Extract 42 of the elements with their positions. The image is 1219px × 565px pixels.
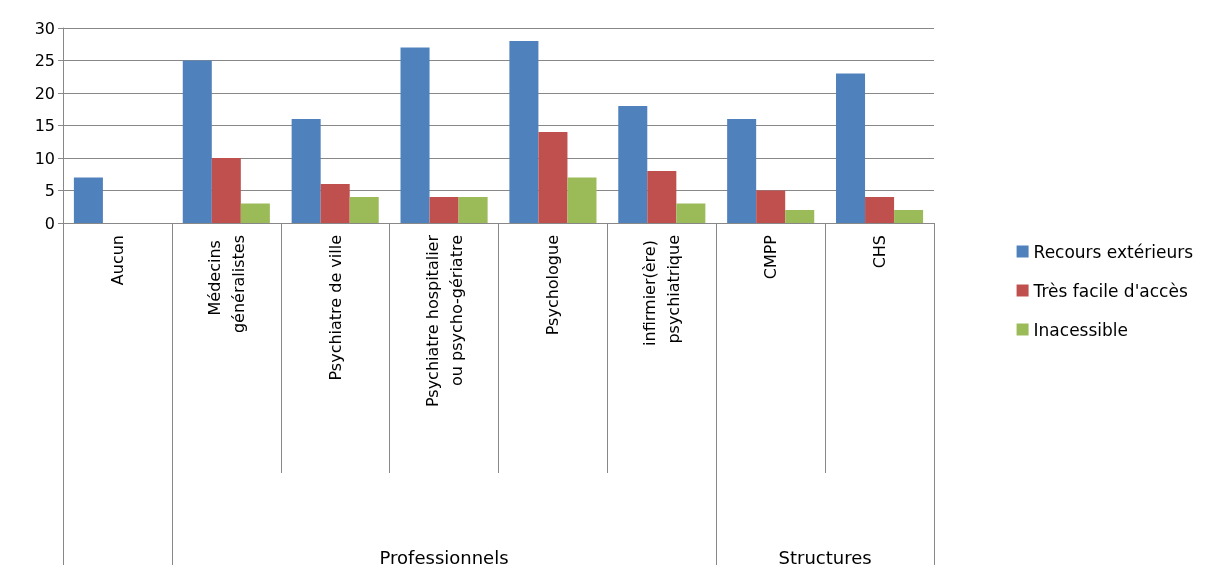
- text: Professionnels: [379, 546, 509, 565]
- bar: [567, 177, 597, 223]
- y-tick-label: 10: [34, 148, 55, 168]
- bar: [538, 132, 568, 223]
- bar: [400, 47, 430, 223]
- legend-label: Inacessible: [1033, 319, 1129, 340]
- bar: [320, 184, 350, 223]
- bar: [785, 210, 815, 223]
- bar: [865, 197, 895, 223]
- y-tick-label: 15: [34, 116, 55, 135]
- bar: [73, 177, 103, 223]
- x-tick-label: Médecins généralistes: [204, 235, 248, 334]
- bar: [647, 171, 677, 223]
- legend-label: Très facile d'accès: [1032, 280, 1188, 301]
- bar: [756, 190, 786, 223]
- y-tick-label: 25: [34, 51, 55, 70]
- bar: [727, 119, 757, 223]
- bar: [240, 203, 270, 223]
- x-tick-label: Aucun: [107, 235, 127, 286]
- bar: [429, 197, 459, 223]
- y-tick-label: 30: [34, 18, 55, 38]
- y-tick-label: 0: [44, 213, 55, 233]
- bar: [211, 158, 241, 223]
- bar: [182, 60, 212, 223]
- bar: [618, 106, 648, 223]
- x-tick-label: Psychiatre de ville: [325, 235, 345, 381]
- x-tick-label: CHS: [870, 235, 890, 269]
- bar: [676, 203, 706, 223]
- x-tick-label: infirmier(ère) psychiatrique: [640, 235, 684, 346]
- x-tick-label: CMPP: [761, 234, 781, 280]
- bar: [458, 197, 488, 223]
- bar: [894, 210, 924, 223]
- bar: [291, 119, 321, 223]
- bar: [349, 197, 379, 223]
- bar: [509, 41, 539, 223]
- bar: [836, 73, 866, 223]
- y-tick-label: 5: [44, 181, 55, 200]
- x-tick-label: Psychiatre hospitalier ou psycho-gériatre: [422, 234, 466, 408]
- y-tick-label: 20: [34, 83, 55, 103]
- x-tick-label: Psychologue: [543, 235, 563, 336]
- legend-label: Recours extérieurs: [1033, 241, 1194, 262]
- text: Structures: [778, 546, 872, 565]
